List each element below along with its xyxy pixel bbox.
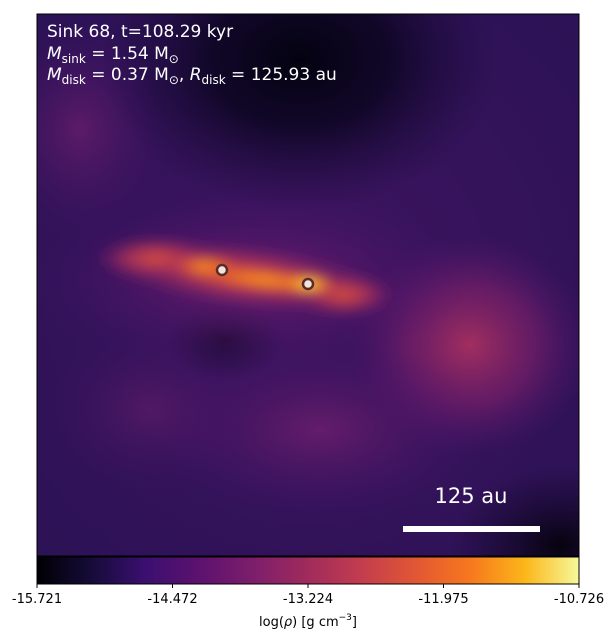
- m-sink-value: = 1.54 M: [86, 44, 169, 64]
- colorbar-label-prefix: log(: [259, 615, 284, 630]
- disk-props-label: Mdisk = 0.37 M⊙, Rdisk = 125.93 au: [47, 65, 337, 87]
- colorbar-label-rho: ρ: [284, 615, 293, 630]
- m-sink-subscript: sink: [62, 52, 86, 66]
- colorbar-tick-label: -10.726: [554, 592, 604, 607]
- scale-bar: 125 au: [403, 484, 540, 532]
- density-map-image: [37, 14, 579, 556]
- sinks-layer: [215, 263, 315, 291]
- m-sink-symbol: M: [47, 44, 62, 64]
- sink-mass-label: Msink = 1.54 M⊙: [47, 44, 179, 66]
- scale-bar-line: [403, 526, 540, 532]
- scale-bar-label: 125 au: [435, 484, 508, 508]
- colorbar-tick-label: -15.721: [12, 592, 62, 607]
- colorbar-label-unit: ) [g cm: [292, 615, 338, 630]
- colorbar-label-exp: −3: [339, 613, 352, 623]
- colorbar-gradient: [37, 557, 579, 584]
- disk-separator: ,: [179, 65, 190, 85]
- m-disk-subscript: disk: [62, 73, 86, 87]
- colorbar-label-close: ]: [352, 615, 357, 630]
- m-sink-sun: ⊙: [169, 52, 179, 66]
- sink-right-marker: [301, 277, 315, 291]
- m-disk-value: = 0.37 M: [86, 65, 169, 85]
- colorbar-tick-label: -13.224: [283, 592, 333, 607]
- annotation-block: Sink 68, t=108.29 kyr Msink = 1.54 M⊙ Md…: [47, 22, 337, 87]
- r-disk-value: = 125.93 au: [226, 65, 337, 85]
- sink-left-marker: [215, 263, 229, 277]
- colorbar-tick-label: -11.975: [418, 592, 468, 607]
- colorbar-ticks: -15.721 -14.472 -13.224 -11.975 -10.726: [12, 584, 604, 607]
- r-disk-symbol: R: [190, 65, 202, 85]
- sink-time-label: Sink 68, t=108.29 kyr: [47, 22, 233, 42]
- colorbar-label: log(ρ) [g cm−3]: [259, 613, 357, 630]
- r-disk-subscript: disk: [202, 73, 226, 87]
- colorbar: -15.721 -14.472 -13.224 -11.975 -10.726 log(…: [12, 556, 604, 630]
- panel-frame: [36, 13, 580, 557]
- colorbar-tick-label: -14.472: [147, 592, 197, 607]
- m-disk-symbol: M: [47, 65, 62, 85]
- m-disk-sun: ⊙: [169, 73, 179, 87]
